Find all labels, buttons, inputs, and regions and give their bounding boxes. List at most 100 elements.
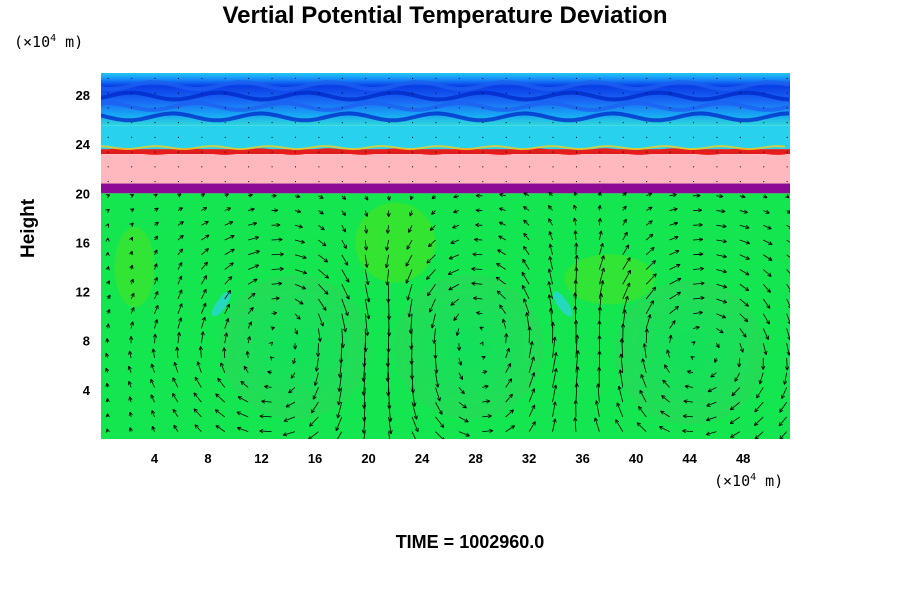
- wind-vector: [622, 205, 627, 211]
- vector-dot: [529, 122, 531, 124]
- vector-dot: [107, 107, 109, 109]
- vector-dot: [294, 166, 296, 168]
- wind-vector: [598, 280, 605, 300]
- wind-vector: [246, 336, 252, 344]
- wind-vector: [548, 256, 553, 270]
- wind-vector: [294, 209, 302, 214]
- wind-vector: [622, 282, 631, 300]
- wind-vector: [106, 308, 111, 314]
- wind-vector: [106, 294, 111, 300]
- wind-vector: [154, 290, 159, 300]
- y-tick-label: 16: [76, 235, 90, 250]
- vector-dot: [412, 166, 414, 168]
- wind-vector: [763, 224, 772, 230]
- wind-vector: [547, 294, 553, 314]
- y-unit-label: (×104 m): [14, 33, 84, 51]
- wind-vector: [763, 209, 770, 214]
- wind-vector: [754, 431, 764, 439]
- wind-vector: [127, 365, 132, 373]
- wind-vector: [499, 304, 507, 314]
- vector-dot: [177, 77, 179, 79]
- vector-dot: [669, 77, 671, 79]
- vector-dot: [763, 136, 765, 138]
- vector-dot: [575, 151, 577, 153]
- vector-dot: [271, 166, 273, 168]
- vector-dot: [505, 77, 507, 79]
- vector-dot: [763, 181, 765, 183]
- wave-streak: [101, 111, 790, 123]
- wind-vector: [385, 357, 390, 382]
- vector-dot: [646, 136, 648, 138]
- wind-vector: [739, 328, 747, 338]
- wind-vector: [597, 204, 602, 211]
- wind-vector: [458, 357, 463, 366]
- wind-vector: [215, 393, 226, 403]
- wind-vector: [448, 254, 460, 260]
- wind-vector: [177, 317, 183, 329]
- vector-dot: [412, 181, 414, 183]
- wind-vector: [505, 425, 516, 432]
- wind-vector: [739, 224, 750, 230]
- wind-vector: [753, 416, 764, 426]
- wind-vector: [739, 254, 750, 260]
- vector-dot: [365, 166, 367, 168]
- wind-vector: [762, 283, 771, 293]
- wind-vector: [716, 254, 727, 259]
- wind-vector: [194, 376, 202, 388]
- vector-dot: [341, 122, 343, 124]
- vector-dot: [646, 77, 648, 79]
- wind-vector: [471, 266, 483, 272]
- wind-vector: [713, 357, 718, 363]
- wind-vector: [198, 346, 203, 358]
- wind-vector: [105, 237, 110, 242]
- vector-dot: [575, 181, 577, 183]
- wind-vector: [364, 284, 371, 303]
- vector-dot: [318, 122, 320, 124]
- wind-vector: [645, 206, 653, 211]
- vector-dot: [412, 107, 414, 109]
- wind-vector: [313, 372, 319, 386]
- wind-vector: [598, 230, 603, 241]
- wind-vector: [177, 289, 183, 300]
- wind-vector: [151, 410, 156, 418]
- wind-vector: [105, 338, 110, 344]
- wind-vector: [129, 208, 135, 213]
- vector-dot: [693, 181, 695, 183]
- wind-vector: [248, 207, 255, 212]
- wind-vector: [690, 356, 695, 361]
- wind-vector: [548, 191, 553, 197]
- wind-vector: [130, 292, 135, 300]
- wind-vector: [435, 372, 440, 388]
- wind-vector: [435, 401, 443, 415]
- wind-vector: [264, 384, 272, 389]
- wind-vector: [318, 239, 327, 247]
- vector-dot: [271, 181, 273, 183]
- wind-vector: [762, 298, 771, 309]
- vector-dot: [669, 107, 671, 109]
- wind-vector: [172, 392, 179, 403]
- wind-vector: [762, 313, 770, 325]
- wind-vector: [247, 292, 256, 300]
- wind-vector: [669, 193, 677, 198]
- wind-vector: [338, 343, 344, 364]
- wind-vector: [482, 384, 489, 389]
- wind-vector: [386, 284, 391, 303]
- wind-vector: [318, 224, 325, 231]
- wind-vector: [129, 264, 134, 270]
- wind-vector: [552, 401, 557, 417]
- wind-vector: [222, 347, 227, 358]
- wind-vector: [411, 387, 417, 407]
- vector-dot: [482, 136, 484, 138]
- wind-vector: [215, 425, 225, 432]
- wind-vector: [435, 416, 445, 429]
- vector-dot: [271, 136, 273, 138]
- vector-dot: [786, 122, 788, 124]
- wind-vector: [501, 318, 507, 329]
- vector-dot: [529, 181, 531, 183]
- wind-vector: [429, 225, 436, 231]
- wind-vector: [292, 357, 297, 365]
- vector-dot: [552, 77, 554, 79]
- wind-vector: [271, 222, 281, 228]
- wind-vector: [729, 416, 741, 425]
- wind-vector: [176, 331, 182, 344]
